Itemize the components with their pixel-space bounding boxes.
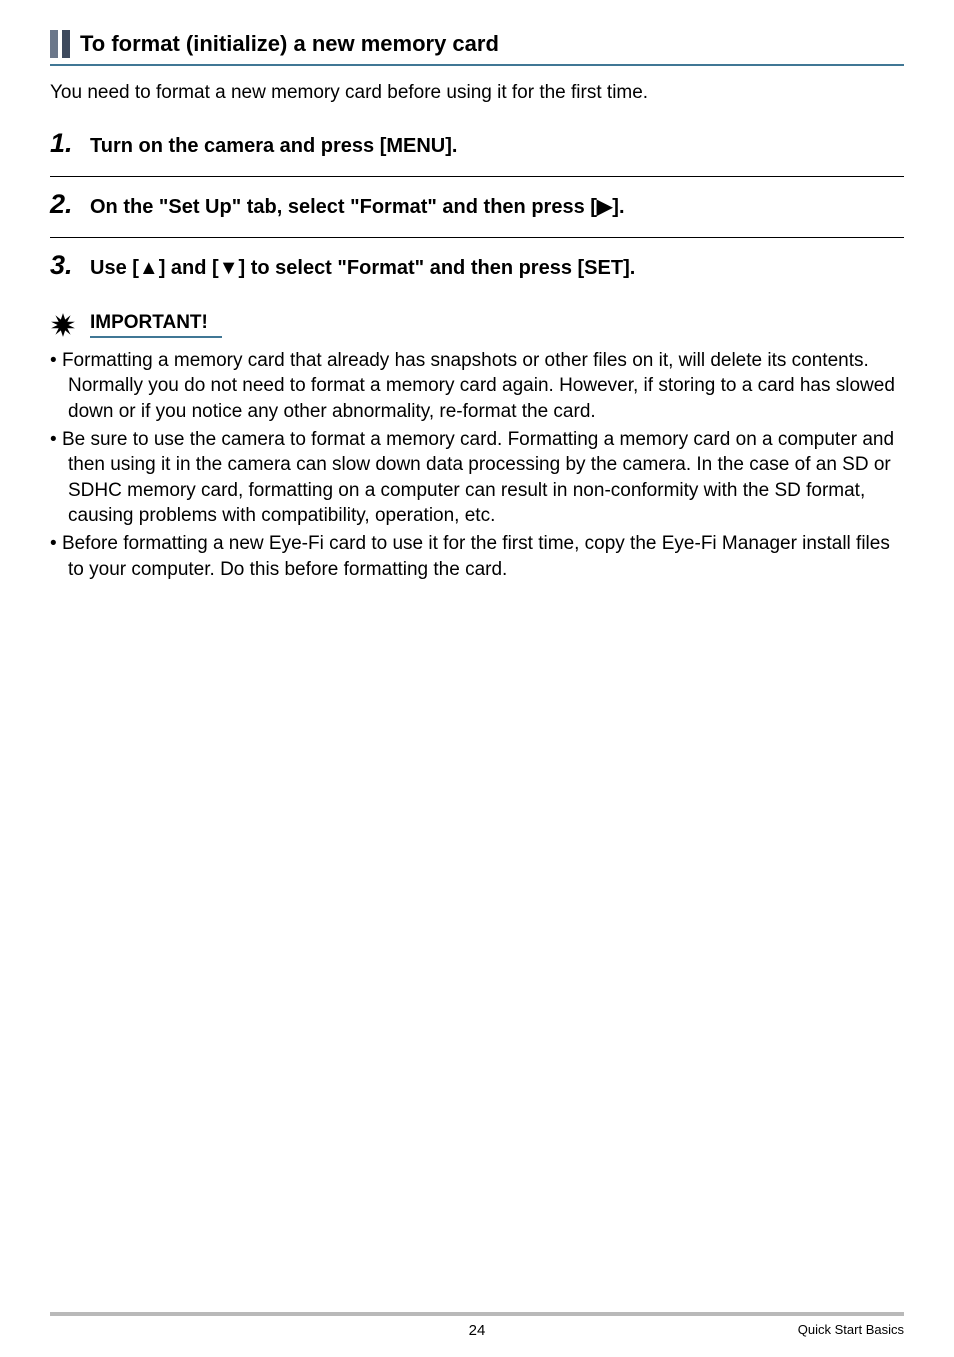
step-text: Use [▲] and [▼] to select "Format" and t… [90,254,635,282]
step-3: 3. Use [▲] and [▼] to select "Format" an… [50,250,904,290]
header-bar-left [50,30,58,58]
intro-text: You need to format a new memory card bef… [50,80,904,106]
step-2: 2. On the "Set Up" tab, select "Format" … [50,189,904,229]
step-text: Turn on the camera and press [MENU]. [90,132,457,160]
step-1: 1. Turn on the camera and press [MENU]. [50,128,904,168]
bullet-item: Formatting a memory card that already ha… [50,348,904,425]
important-label: IMPORTANT! [90,312,222,338]
section-underline [50,64,904,66]
page-number: 24 [469,1322,486,1339]
step-number: 3. [50,250,78,281]
bullet-item: Be sure to use the camera to format a me… [50,427,904,530]
step-number: 2. [50,189,78,220]
section-header: To format (initialize) a new memory card [50,30,904,58]
page-footer: 24 Quick Start Basics [50,1312,904,1339]
header-bar-right [62,30,70,58]
important-header: IMPORTANT! [50,312,904,338]
footer-line [50,1312,904,1316]
step-divider [50,237,904,238]
burst-icon [50,312,76,338]
bullet-item: Before formatting a new Eye-Fi card to u… [50,531,904,582]
step-divider [50,176,904,177]
section-title: To format (initialize) a new memory card [80,31,499,57]
footer-label: Quick Start Basics [798,1322,904,1337]
step-number: 1. [50,128,78,159]
step-text: On the "Set Up" tab, select "Format" and… [90,193,625,221]
important-bullets: Formatting a memory card that already ha… [50,348,904,583]
